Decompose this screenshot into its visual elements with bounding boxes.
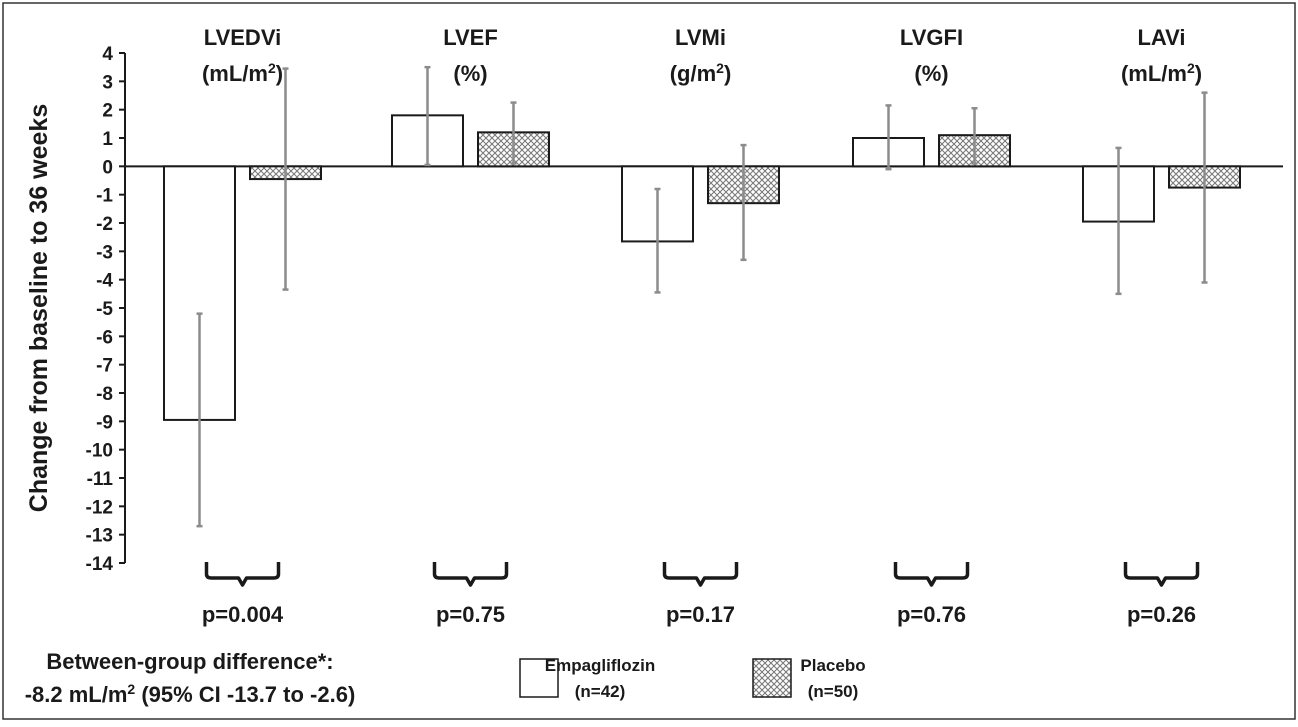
y-tick-label: 2 (102, 101, 113, 122)
group-bracket (432, 562, 509, 587)
unit-close: ) (724, 61, 731, 86)
y-tick-label: -9 (96, 412, 113, 433)
category-label: LAVi (1137, 25, 1185, 50)
y-tick-label: -6 (96, 327, 113, 348)
y-tick-label: 0 (102, 157, 113, 178)
y-tick-label: -10 (86, 441, 113, 462)
group-bracket (893, 562, 970, 587)
legend-swatch-empagliflozin (519, 658, 559, 698)
annotation-superscript: 2 (127, 681, 135, 697)
category-label: LVEDVi (204, 25, 281, 50)
category-unit: (%) (453, 61, 487, 86)
y-tick-label: -12 (86, 497, 113, 518)
y-tick-label: -5 (96, 299, 113, 320)
y-axis-title: Change from baseline to 36 weeks (25, 104, 53, 512)
legend-swatch-placebo (752, 658, 792, 698)
category-unit: (g/m2) (670, 60, 732, 86)
y-tick-label: -7 (96, 356, 113, 377)
p-value: p=0.26 (1127, 602, 1196, 627)
category-unit: (%) (914, 61, 948, 86)
legend-n: (n=42) (575, 682, 626, 701)
category-unit: (mL/m2) (1121, 60, 1202, 86)
between-group-difference-label: Between-group difference*: (46, 649, 333, 674)
unit-superscript: 2 (1187, 60, 1195, 76)
y-tick-label: -14 (86, 554, 114, 575)
unit-close: ) (276, 61, 283, 86)
unit-superscript: 2 (268, 60, 276, 76)
category-label: LVGFI (900, 25, 963, 50)
y-tick-label: 1 (102, 129, 113, 150)
legend-n: (n=50) (808, 682, 859, 701)
category-label: LVEF (443, 25, 498, 50)
category-unit: (mL/m2) (202, 60, 283, 86)
unit-superscript: 2 (716, 60, 724, 76)
y-tick-label: 4 (102, 44, 113, 65)
p-value: p=0.17 (666, 602, 735, 627)
p-value: p=0.004 (202, 602, 284, 627)
y-tick-label: -8 (96, 384, 113, 405)
between-group-difference-value: -8.2 mL/m2 (95% CI -13.7 to -2.6) (25, 681, 356, 707)
annotation-ci: (95% CI -13.7 to -2.6) (135, 682, 355, 707)
category-label: LVMi (675, 25, 726, 50)
legend-label: Empagliflozin (545, 656, 656, 675)
y-tick-label: -1 (96, 186, 113, 207)
y-tick-label: 3 (102, 72, 113, 93)
unit-close: ) (1195, 61, 1202, 86)
group-bracket (204, 562, 281, 587)
y-tick-label: -13 (86, 526, 113, 547)
y-tick-label: -11 (87, 469, 114, 490)
legend-label: Placebo (800, 656, 865, 675)
group-bracket (662, 562, 739, 587)
y-tick-label: -4 (96, 271, 113, 292)
y-tick-label: -2 (96, 214, 113, 235)
p-value: p=0.75 (436, 602, 505, 627)
p-value: p=0.76 (897, 602, 966, 627)
y-tick-label: -3 (96, 242, 113, 263)
group-bracket (1123, 562, 1200, 587)
